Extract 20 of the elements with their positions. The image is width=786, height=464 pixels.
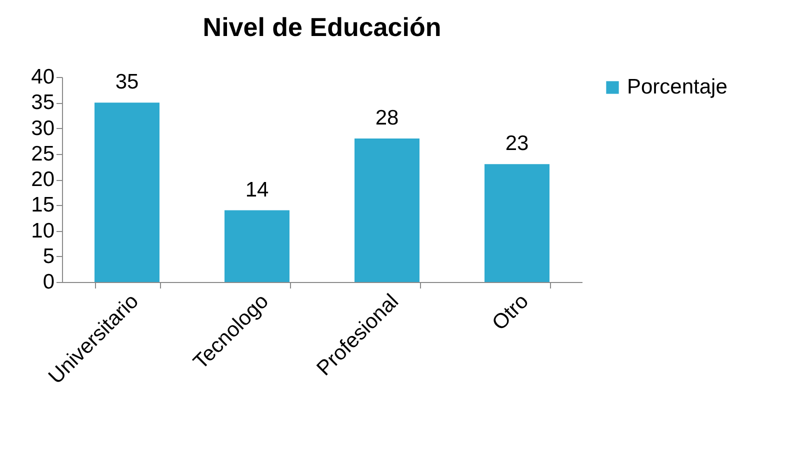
- data-label: 28: [375, 106, 399, 130]
- data-label: 23: [505, 132, 529, 156]
- y-tick-label: 5: [42, 244, 54, 268]
- data-label: 35: [115, 70, 139, 94]
- y-tick-label: 10: [31, 219, 54, 242]
- bar: [224, 210, 290, 282]
- bar: [484, 164, 550, 282]
- bar: [94, 102, 160, 282]
- y-tick-label: 40: [31, 66, 54, 88]
- y-tick-label: 30: [31, 116, 54, 140]
- y-tick-label: 20: [31, 168, 54, 191]
- x-tick-label: Otro: [488, 290, 534, 335]
- data-label: 14: [245, 178, 269, 202]
- y-tick-label: 35: [31, 91, 54, 114]
- bar: [354, 138, 420, 282]
- y-tick-label: 25: [31, 142, 54, 166]
- chart-title: Nivel de Educación: [202, 12, 442, 42]
- y-tick-label: 15: [31, 194, 54, 217]
- legend-label: Porcentaje: [627, 76, 728, 98]
- y-tick-label: 0: [42, 270, 54, 294]
